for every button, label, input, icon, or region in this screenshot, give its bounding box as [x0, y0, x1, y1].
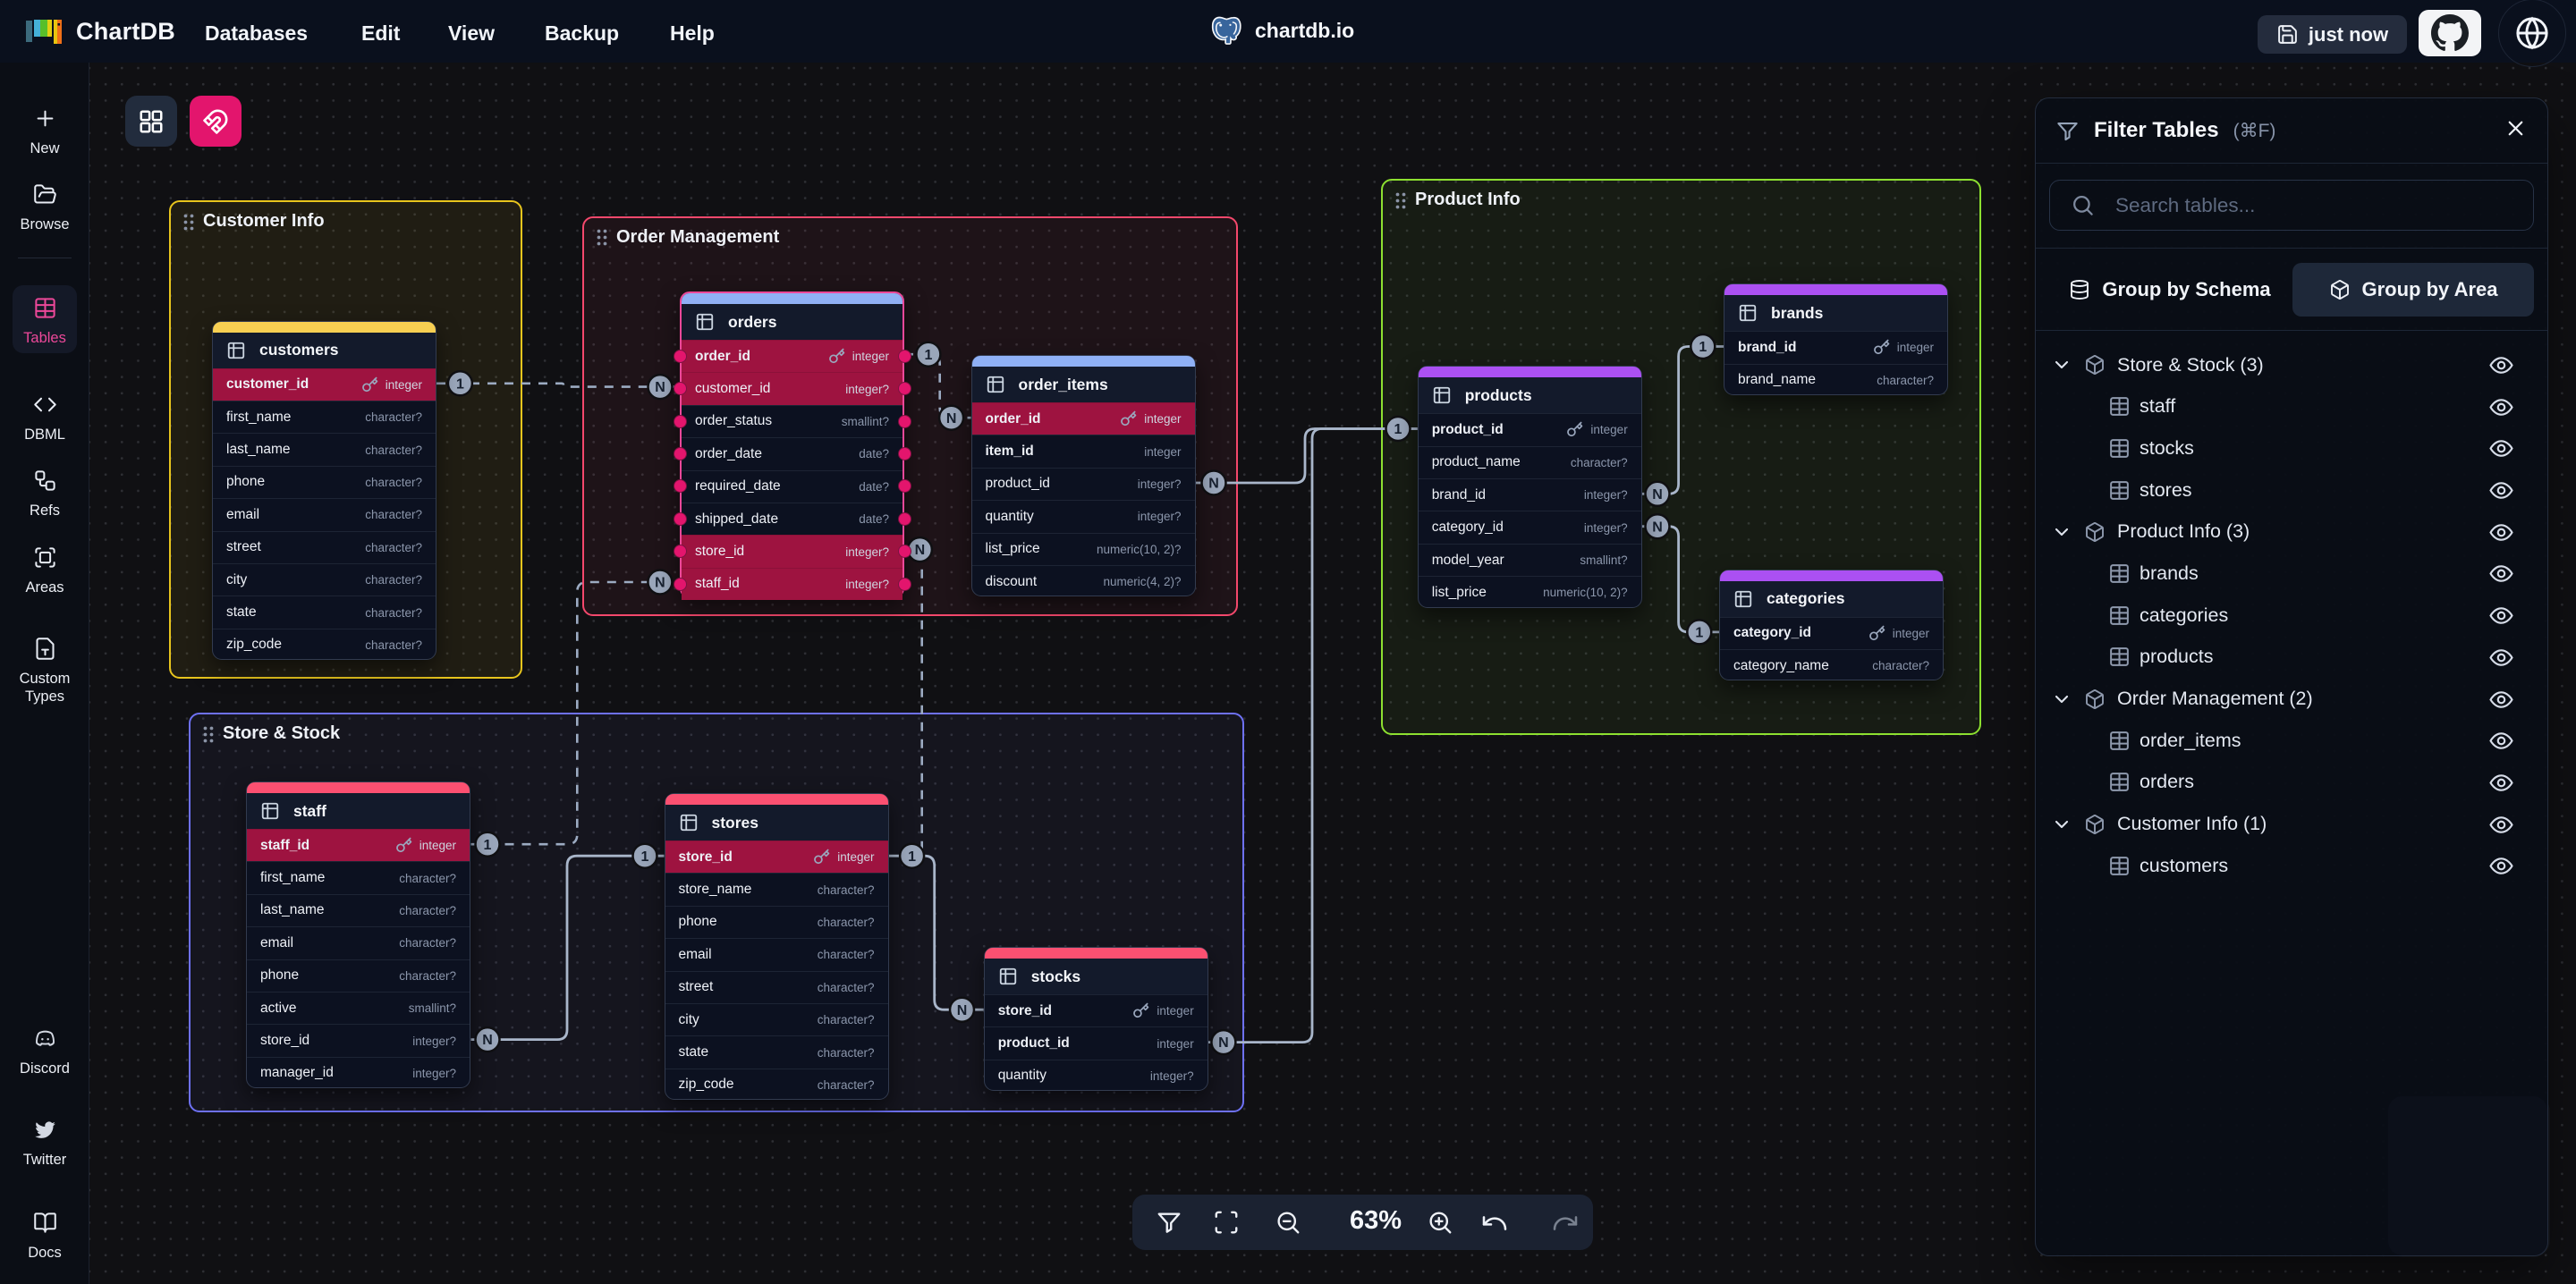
- svg-text:1: 1: [924, 348, 932, 363]
- svg-text:1: 1: [1699, 340, 1707, 355]
- svg-text:N: N: [915, 543, 926, 558]
- svg-text:N: N: [1208, 477, 1219, 492]
- svg-text:N: N: [957, 1003, 968, 1018]
- svg-text:1: 1: [456, 376, 464, 392]
- svg-text:N: N: [655, 576, 665, 591]
- svg-text:N: N: [1652, 520, 1663, 535]
- svg-text:N: N: [655, 380, 665, 395]
- svg-text:N: N: [1652, 487, 1663, 503]
- svg-text:1: 1: [1695, 626, 1703, 641]
- svg-text:1: 1: [484, 838, 492, 853]
- svg-text:N: N: [482, 1033, 493, 1048]
- svg-text:1: 1: [908, 849, 916, 865]
- svg-text:1: 1: [1394, 422, 1402, 437]
- svg-text:N: N: [946, 411, 957, 427]
- svg-text:N: N: [1218, 1035, 1229, 1051]
- svg-text:1: 1: [641, 849, 649, 865]
